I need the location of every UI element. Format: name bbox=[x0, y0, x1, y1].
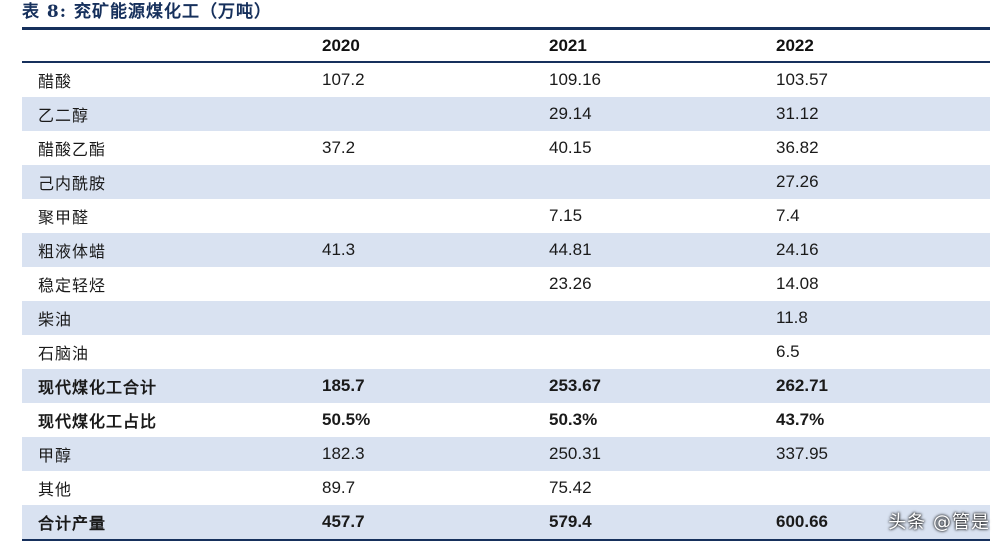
value-2020: 41.3 bbox=[322, 233, 549, 267]
watermark-text: 头条 @管是 bbox=[888, 512, 990, 533]
row-label: 聚甲醛 bbox=[38, 208, 90, 227]
value-2022: 14.08 bbox=[776, 274, 819, 293]
value-2020: 107.2 bbox=[322, 70, 365, 89]
value-2020 bbox=[322, 97, 549, 131]
table-row: 甲醇 182.3 250.31 337.95 bbox=[22, 437, 990, 471]
table-title: 表 8: 兖矿能源煤化工（万吨） bbox=[22, 2, 272, 22]
table-row: 稳定轻烃 23.26 14.08 bbox=[22, 267, 990, 301]
table-header-row: 2020 2021 2022 bbox=[22, 30, 990, 63]
table-row-subtotal: 现代煤化工合计 185.7 253.67 262.71 bbox=[22, 369, 990, 403]
title-divider bbox=[22, 27, 990, 30]
row-label: 现代煤化工合计 bbox=[22, 369, 322, 403]
row-label: 甲醇 bbox=[22, 437, 322, 471]
value-2021: 253.67 bbox=[549, 369, 776, 403]
value-2022: 600.66 bbox=[776, 505, 990, 541]
value-2020: 185.7 bbox=[322, 369, 549, 403]
table-row: 石脑油 6.5 bbox=[22, 335, 990, 369]
value-2021: 579.4 bbox=[549, 505, 776, 541]
value-2020 bbox=[322, 165, 549, 199]
value-2022: 27.26 bbox=[776, 165, 990, 199]
table-row: 醋酸乙酯 37.2 40.15 36.82 bbox=[22, 131, 990, 165]
header-cell-label bbox=[22, 30, 322, 63]
header-cell-2021: 2021 bbox=[549, 30, 776, 63]
value-2021: 75.42 bbox=[549, 478, 592, 497]
value-2020: 50.5% bbox=[322, 410, 371, 429]
value-2021: 250.31 bbox=[549, 437, 776, 471]
row-label: 乙二醇 bbox=[22, 97, 322, 131]
value-2020: 37.2 bbox=[322, 138, 356, 157]
value-2021 bbox=[549, 165, 776, 199]
value-2022: 43.7% bbox=[776, 410, 825, 429]
value-2021: 44.81 bbox=[549, 233, 776, 267]
value-2022: 103.57 bbox=[776, 70, 828, 89]
value-2020: 182.3 bbox=[322, 437, 549, 471]
row-label: 粗液体蜡 bbox=[22, 233, 322, 267]
row-label: 现代煤化工占比 bbox=[38, 412, 158, 431]
value-2021: 50.3% bbox=[549, 410, 598, 429]
value-2021: 109.16 bbox=[549, 70, 601, 89]
table-row: 粗液体蜡 41.3 44.81 24.16 bbox=[22, 233, 990, 267]
value-2022: 262.71 bbox=[776, 369, 990, 403]
value-2021: 40.15 bbox=[549, 138, 592, 157]
row-label: 合计产量 bbox=[22, 505, 322, 541]
table-row: 柴油 11.8 bbox=[22, 301, 990, 335]
value-2021 bbox=[549, 335, 776, 369]
value-2021: 29.14 bbox=[549, 97, 776, 131]
coal-chemical-table: 2020 2021 2022 醋酸 107.2 109.16 103.57 乙二… bbox=[22, 30, 990, 541]
header-cell-2022: 2022 bbox=[776, 30, 990, 63]
value-2020 bbox=[322, 301, 549, 335]
header-cell-2020: 2020 bbox=[322, 30, 549, 63]
table-row: 乙二醇 29.14 31.12 bbox=[22, 97, 990, 131]
table-row: 聚甲醛 7.15 7.4 bbox=[22, 199, 990, 233]
table-row-total: 合计产量 457.7 579.4 600.66 bbox=[22, 505, 990, 541]
value-2022: 6.5 bbox=[776, 342, 800, 361]
value-2020: 89.7 bbox=[322, 478, 356, 497]
value-2022: 7.4 bbox=[776, 206, 800, 225]
table-row: 其他 89.7 75.42 bbox=[22, 471, 990, 505]
value-2020: 457.7 bbox=[322, 505, 549, 541]
value-2020 bbox=[322, 267, 549, 301]
row-label: 醋酸乙酯 bbox=[38, 140, 107, 159]
row-label: 醋酸 bbox=[38, 72, 73, 91]
row-label: 己内酰胺 bbox=[22, 165, 322, 199]
value-2022: 11.8 bbox=[776, 301, 990, 335]
table-row: 己内酰胺 27.26 bbox=[22, 165, 990, 199]
value-2022: 337.95 bbox=[776, 437, 990, 471]
table-row: 醋酸 107.2 109.16 103.57 bbox=[22, 62, 990, 97]
value-2021 bbox=[549, 301, 776, 335]
row-label: 石脑油 bbox=[38, 344, 90, 363]
value-2022: 36.82 bbox=[776, 138, 819, 157]
row-label: 其他 bbox=[38, 480, 73, 499]
value-2020 bbox=[322, 199, 549, 233]
table-row-share: 现代煤化工占比 50.5% 50.3% 43.7% bbox=[22, 403, 990, 437]
value-2022 bbox=[776, 471, 990, 505]
value-2021: 7.15 bbox=[549, 206, 583, 225]
row-label: 稳定轻烃 bbox=[38, 276, 107, 295]
value-2020 bbox=[322, 335, 549, 369]
row-label: 柴油 bbox=[22, 301, 322, 335]
value-2021: 23.26 bbox=[549, 274, 592, 293]
value-2022: 24.16 bbox=[776, 233, 990, 267]
value-2022: 31.12 bbox=[776, 97, 990, 131]
